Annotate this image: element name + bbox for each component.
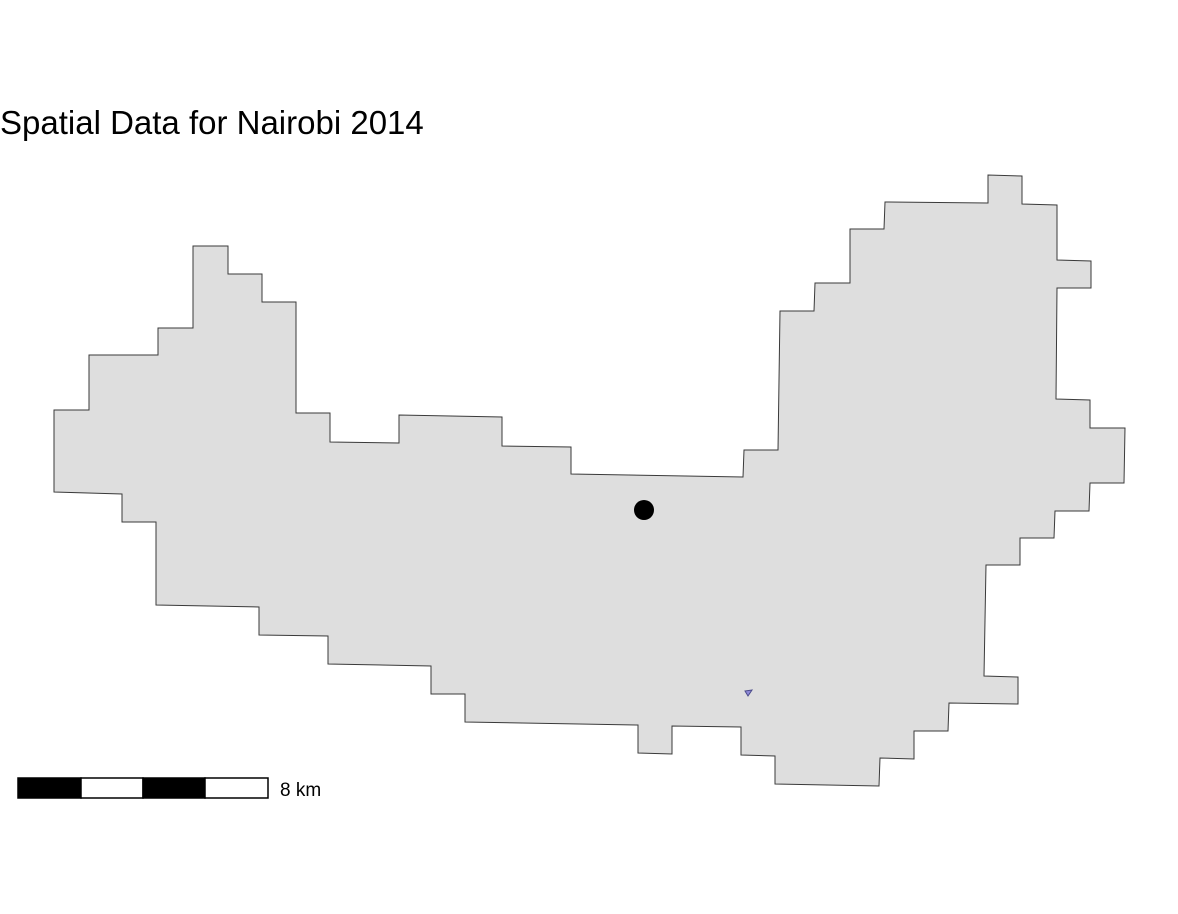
nairobi-boundary-layer xyxy=(53,174,1126,787)
scale-bar-segment-1 xyxy=(17,777,82,799)
scale-bar-segment-3 xyxy=(142,777,206,799)
scale-bar: 8 km xyxy=(17,777,321,801)
point-layer xyxy=(634,500,654,520)
scale-bar-label: 8 km xyxy=(280,780,321,801)
small-polygon-feature[interactable] xyxy=(744,689,754,697)
small-feature-layer xyxy=(744,689,754,697)
nairobi-boundary-polygon[interactable] xyxy=(53,174,1126,787)
map-title: Spatial Data for Nairobi 2014 xyxy=(0,104,424,141)
scale-bar-segment-2 xyxy=(80,777,144,799)
point-marker[interactable] xyxy=(634,500,654,520)
scale-bar-segment-4 xyxy=(204,777,269,799)
